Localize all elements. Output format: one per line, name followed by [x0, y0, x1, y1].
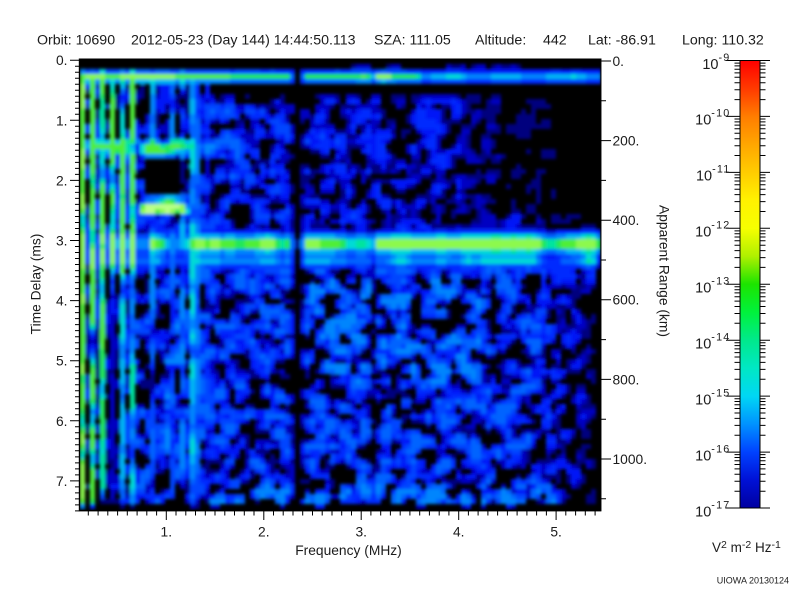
svg-text:Orbit: 10690: Orbit: 10690	[37, 32, 115, 48]
svg-text:Long: 110.32: Long: 110.32	[682, 32, 764, 48]
svg-text:V2 m-2 Hz-1: V2 m-2 Hz-1	[712, 539, 781, 555]
svg-text:10-15: 10-15	[695, 387, 730, 408]
svg-text:UIOWA 20130124: UIOWA 20130124	[717, 576, 789, 586]
svg-text:5.: 5.	[56, 354, 68, 369]
svg-text:1.: 1.	[161, 525, 173, 540]
svg-text:7.: 7.	[56, 474, 68, 489]
svg-text:10-10: 10-10	[695, 108, 730, 129]
svg-text:200.: 200.	[613, 134, 640, 149]
svg-text:10-12: 10-12	[695, 220, 730, 241]
svg-text:5.: 5.	[550, 525, 562, 540]
svg-text:0.: 0.	[56, 53, 68, 68]
svg-text:2012-05-23 (Day 144) 14:44:50.: 2012-05-23 (Day 144) 14:44:50.113	[131, 32, 356, 48]
svg-text:600.: 600.	[613, 293, 640, 308]
svg-text:3.: 3.	[355, 525, 367, 540]
svg-text:1.: 1.	[56, 113, 68, 128]
svg-text:800.: 800.	[613, 372, 640, 387]
svg-text:10-16: 10-16	[695, 443, 730, 464]
svg-text:442: 442	[543, 32, 567, 48]
svg-text:10-17: 10-17	[695, 499, 730, 520]
svg-text:SZA: 111.05: SZA: 111.05	[374, 32, 451, 48]
svg-text:6.: 6.	[56, 414, 68, 429]
svg-text:0.: 0.	[613, 54, 625, 69]
svg-text:10-13: 10-13	[695, 276, 730, 297]
svg-text:10-14: 10-14	[695, 332, 730, 353]
svg-text:2.: 2.	[258, 525, 270, 540]
svg-text:Altitude:: Altitude:	[475, 32, 526, 48]
svg-text:400.: 400.	[613, 213, 640, 228]
svg-text:1000.: 1000.	[613, 452, 648, 467]
svg-text:Frequency (MHz): Frequency (MHz)	[295, 543, 402, 558]
svg-text:4.: 4.	[56, 294, 68, 309]
svg-text:Apparent Range (km): Apparent Range (km)	[657, 205, 672, 337]
svg-text:2.: 2.	[56, 173, 68, 188]
svg-text:Lat: -86.91: Lat: -86.91	[588, 32, 656, 48]
svg-text:Time Delay (ms): Time Delay (ms)	[29, 234, 44, 335]
svg-text:4.: 4.	[453, 525, 465, 540]
svg-text:10-11: 10-11	[696, 164, 731, 185]
svg-text:10-9: 10-9	[702, 52, 730, 73]
svg-text:3.: 3.	[56, 234, 68, 249]
